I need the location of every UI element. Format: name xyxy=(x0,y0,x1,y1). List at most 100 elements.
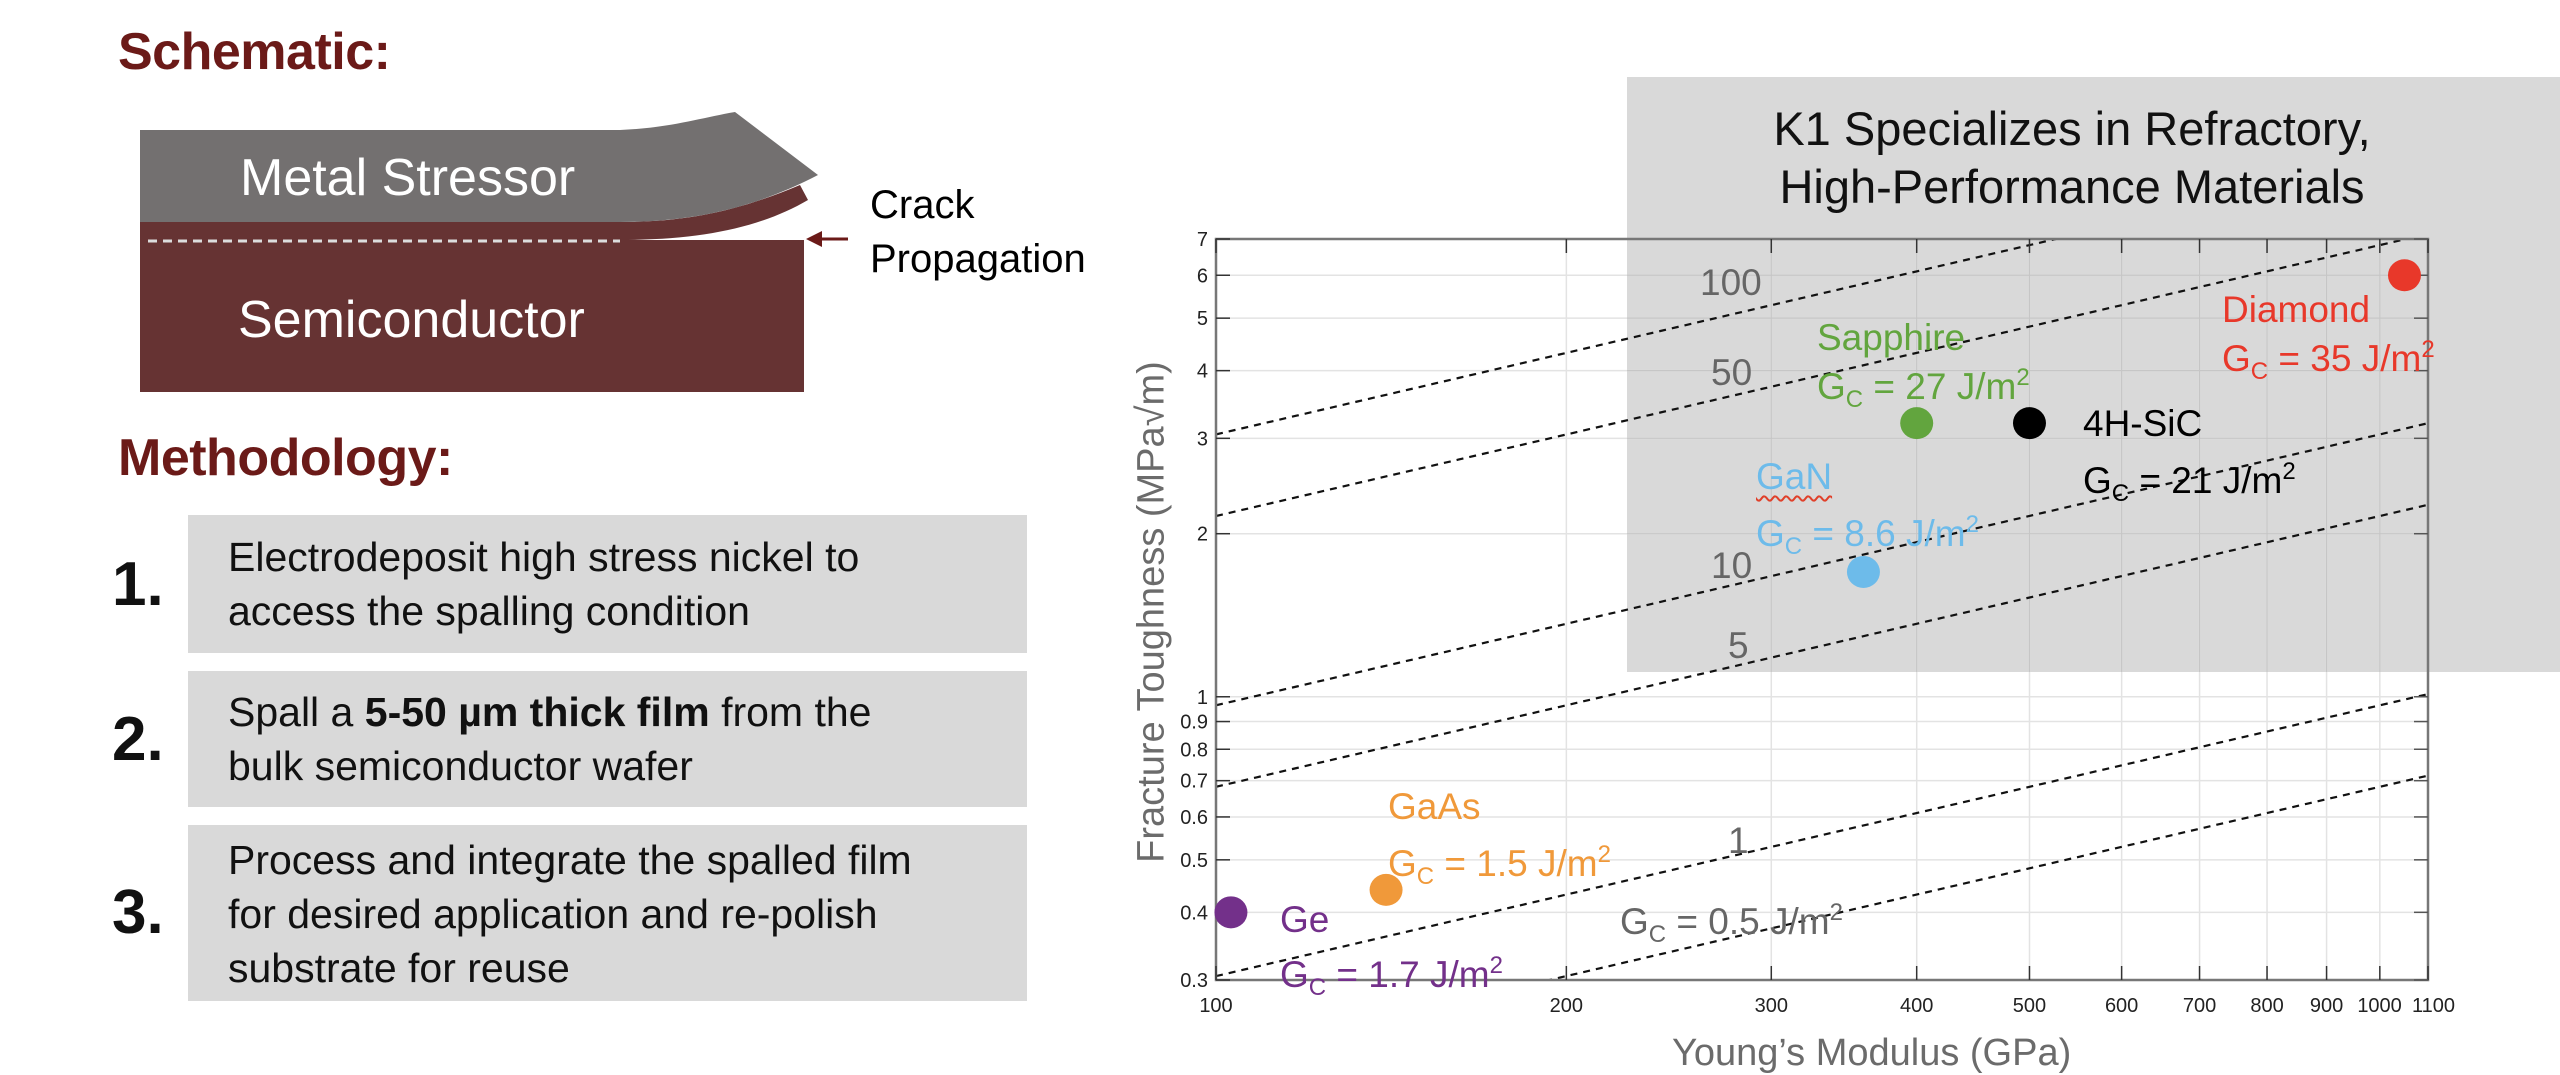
annotation-diamond: Diamond GC = 35 J/m2 xyxy=(2222,290,2435,392)
methodology-heading: Methodology: xyxy=(118,429,453,487)
annotation-gan: GaN GC = 8.6 J/m2 xyxy=(1756,457,1979,567)
x-tick-label: 600 xyxy=(2105,995,2138,1017)
step-line: substrate for reuse xyxy=(228,945,570,991)
data-point-diamond xyxy=(2387,259,2421,292)
panel-title-line1: K1 Specializes in Refractory, xyxy=(1773,102,2371,155)
gc-line: GC = 1.5 J/m2 xyxy=(1388,841,1611,890)
x-tick-label: 300 xyxy=(1755,995,1788,1017)
crack-arrow-head-icon xyxy=(806,231,822,247)
step-line: access the spalling condition xyxy=(228,588,750,634)
step-line: Spall a 5-50 µm thick film from the xyxy=(228,685,871,739)
step-line: Electrodeposit high stress nickel to xyxy=(228,534,860,580)
methodology-step-3: 3. Process and integrate the spalled fil… xyxy=(112,825,1027,1001)
material-name: 4H-SiC xyxy=(2083,403,2203,444)
step-line: bulk semiconductor wafer xyxy=(228,743,693,789)
semiconductor-label: Semiconductor xyxy=(238,291,585,349)
data-point-sapphire xyxy=(1900,407,1934,440)
x-axis-title: Young’s Modulus (GPa) xyxy=(1672,1032,2072,1074)
y-tick-label: 5 xyxy=(1197,308,1208,330)
y-tick-label: 4 xyxy=(1197,361,1208,383)
y-tick-label: 0.5 xyxy=(1180,850,1208,872)
annotation-gaas: GaAs GC = 1.5 J/m2 xyxy=(1388,787,1611,897)
x-tick-label: 500 xyxy=(2013,995,2046,1017)
step-text: Electrodeposit high stress nickel to acc… xyxy=(228,530,859,638)
step-number: 2. xyxy=(112,705,164,774)
y-tick-label: 1 xyxy=(1197,687,1208,709)
data-point-ge xyxy=(1214,896,1248,929)
gc-line: GC = 27 J/m2 xyxy=(1817,364,2030,413)
step-line: Process and integrate the spalled film xyxy=(228,837,912,883)
step-text: Process and integrate the spalled film f… xyxy=(228,833,912,995)
x-tick-label: 800 xyxy=(2250,995,2283,1017)
gc-line: GC = 21 J/m2 xyxy=(2083,458,2296,507)
step-box: Electrodeposit high stress nickel to acc… xyxy=(188,515,1027,653)
material-name: Ge xyxy=(1280,899,1330,940)
methodology-step-2: 2. Spall a 5-50 µm thick film from the b… xyxy=(112,671,1027,807)
y-tick-label: 2 xyxy=(1197,524,1208,546)
y-tick-label: 6 xyxy=(1197,265,1208,287)
x-tick-label: 200 xyxy=(1550,995,1583,1017)
gc-symbol: G xyxy=(1620,901,1649,942)
schematic-diagram xyxy=(140,112,848,392)
y-tick-label: 0.9 xyxy=(1180,712,1208,734)
step-text-plain: from the xyxy=(709,689,872,735)
semiconductor-layer xyxy=(140,185,808,392)
y-tick-label: 0.6 xyxy=(1180,807,1208,829)
y-tick-label: 0.4 xyxy=(1180,902,1208,924)
spellcheck-underlined-text: GaN xyxy=(1756,456,1833,497)
step-text-plain: Spall a xyxy=(228,689,365,735)
material-name: GaN xyxy=(1756,457,1979,497)
y-tick-label: 7 xyxy=(1197,229,1208,251)
x-tick-label: 1100 xyxy=(2412,995,2455,1017)
contour-label-10: 10 xyxy=(1711,545,1753,586)
step-line: for desired application and re-polish xyxy=(228,891,878,937)
annotation-ge: Ge GC = 1.7 J/m2 xyxy=(1280,900,1503,1008)
material-name: GaAs xyxy=(1388,786,1481,827)
step-number: 1. xyxy=(112,550,164,619)
gc-subscript: C xyxy=(1648,921,1667,948)
step-number: 3. xyxy=(112,878,164,947)
x-tick-label: 900 xyxy=(2310,995,2343,1017)
gc-value: = 0.5 J/m xyxy=(1666,901,1830,942)
data-point-4h-sic xyxy=(2012,407,2046,440)
x-tick-label: 1000 xyxy=(2357,995,2402,1017)
metal-stressor-layer xyxy=(140,112,818,222)
plot-panel-overlap xyxy=(1627,239,2428,672)
y-tick-label: 0.8 xyxy=(1180,739,1208,761)
plot-frame xyxy=(1214,237,2430,982)
y-tick-label: 3 xyxy=(1197,428,1208,450)
gc-line: GC = 35 J/m2 xyxy=(2222,336,2435,385)
y-axis-title: Fracture Toughness (MPa√m) xyxy=(1130,361,1173,863)
metal-stressor-label: Metal Stressor xyxy=(240,149,576,207)
step-box: Process and integrate the spalled film f… xyxy=(188,825,1027,1001)
annotation-sapphire: Sapphire GC = 27 J/m2 xyxy=(1817,318,2030,420)
contour-label-0-5: GC = 0.5 J/m2 xyxy=(1620,893,1843,955)
y-tick-label: 0.7 xyxy=(1180,771,1208,793)
panel-title-line2: High-Performance Materials xyxy=(1779,160,2365,213)
x-tick-label: 700 xyxy=(2183,995,2216,1017)
data-point-gan xyxy=(1846,555,1880,588)
methodology-step-1: 1. Electrodeposit high stress nickel to … xyxy=(112,515,1027,653)
material-name: Sapphire xyxy=(1817,317,1966,358)
crack-label-line2: Propagation xyxy=(870,237,1086,281)
x-tick-label: 400 xyxy=(1900,995,1933,1017)
material-name: Diamond xyxy=(2222,289,2371,330)
x-tick-label: 100 xyxy=(1199,995,1232,1017)
unit-superscript: 2 xyxy=(1829,899,1843,926)
contour-label-100: 100 xyxy=(1700,262,1762,303)
annotation-4h-sic: 4H-SiC GC = 21 J/m2 xyxy=(2083,404,2296,514)
contour-label-5: 5 xyxy=(1728,625,1749,666)
crack-propagation-label: Crack Propagation xyxy=(870,178,1086,286)
data-point-gaas xyxy=(1369,873,1403,906)
schematic-heading: Schematic: xyxy=(118,23,391,81)
panel-title: K1 Specializes in Refractory, High-Perfo… xyxy=(1627,100,2517,216)
y-tick-label: 0.3 xyxy=(1180,970,1208,992)
contour-label-50: 50 xyxy=(1711,352,1753,393)
step-text-bold: 5-50 µm thick film xyxy=(364,689,710,735)
step-box: Spall a 5-50 µm thick film from the bulk… xyxy=(188,671,1027,807)
crack-label-line1: Crack xyxy=(870,183,975,227)
contour-label-1: 1 xyxy=(1728,820,1749,861)
gc-line: GC = 1.7 J/m2 xyxy=(1280,952,1503,1001)
gc-line: GC = 8.6 J/m2 xyxy=(1756,511,1979,560)
